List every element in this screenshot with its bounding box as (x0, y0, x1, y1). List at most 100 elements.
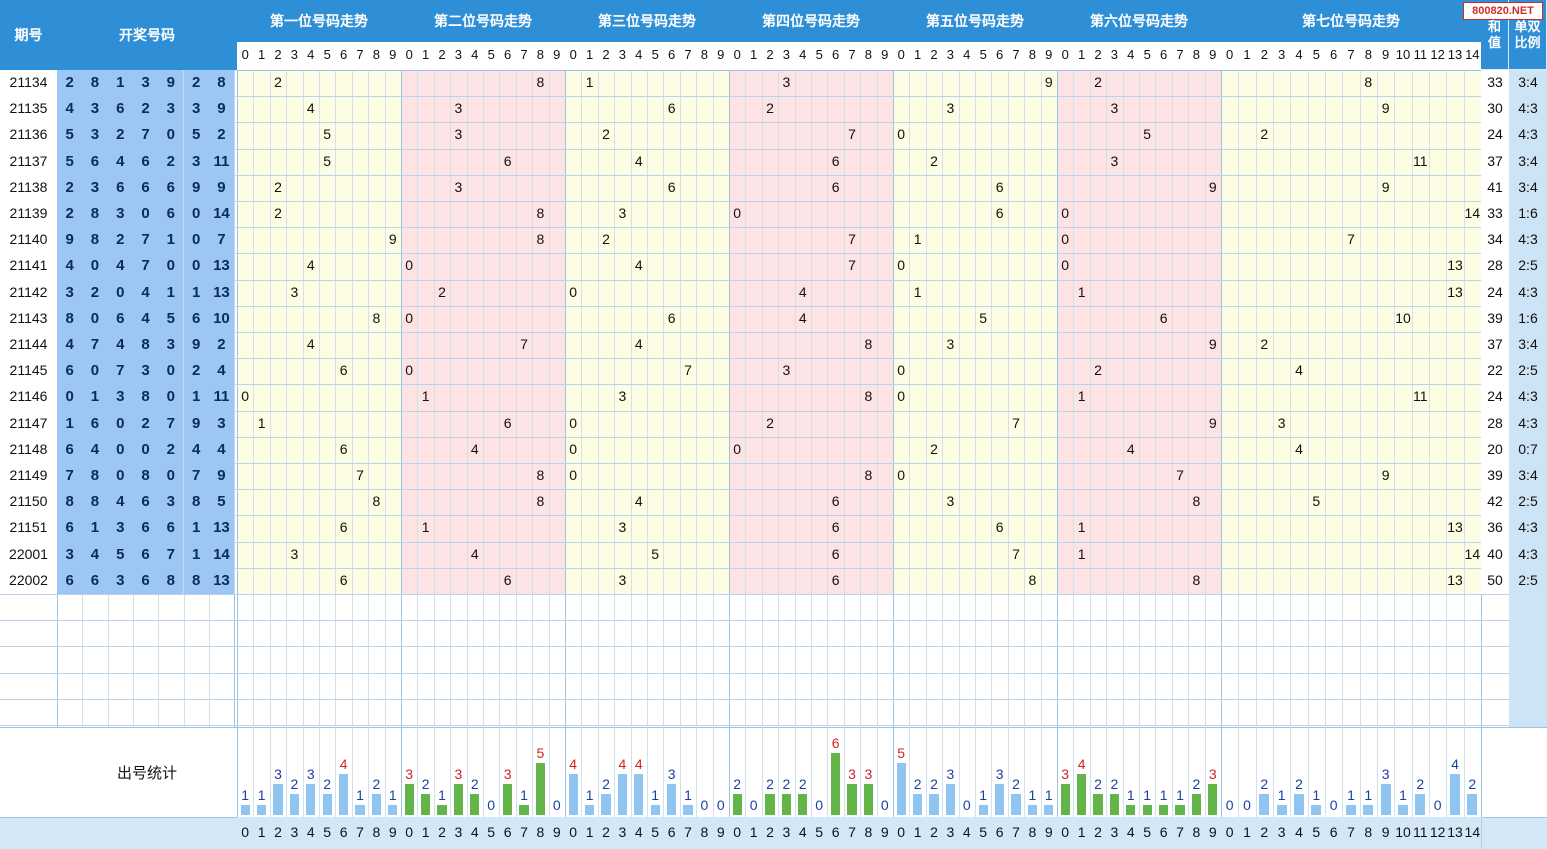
stat-bar (535, 763, 545, 815)
digit-col-header: 1 (745, 42, 763, 71)
grid-line (958, 70, 960, 727)
sum-cell: 39 (1481, 305, 1509, 332)
stat-count: 2 (1468, 776, 1477, 793)
grid-line (319, 727, 320, 817)
footer-digit: 7 (351, 817, 370, 849)
footer-digit: 2 (925, 817, 944, 849)
draw-number: 11 (208, 148, 236, 175)
draw-number: 3 (208, 410, 236, 437)
draw-number: 6 (82, 410, 109, 437)
ratio-cell: 2:5 (1509, 253, 1547, 280)
footer-digit: 4 (302, 817, 320, 849)
trend-hit: 6 (831, 519, 840, 536)
grid-line (893, 727, 894, 817)
trend-hit: 4 (1295, 362, 1303, 379)
grid-line (302, 70, 304, 727)
period-cell: 21141 (0, 253, 57, 280)
draw-number: 7 (132, 227, 160, 254)
draw-number: 3 (132, 70, 160, 97)
footer-digit: 3 (614, 817, 632, 849)
stat-count: 3 (405, 766, 414, 782)
stat-count: 1 (388, 786, 397, 803)
draw-number: 0 (82, 253, 109, 280)
stat-bar (1142, 804, 1152, 815)
trend-hit: 3 (618, 388, 627, 405)
draw-number: 4 (107, 148, 134, 175)
draw-number: 0 (107, 279, 134, 306)
period-cell: 21144 (0, 332, 57, 359)
footer-digit: 1 (417, 817, 435, 849)
footer-digit: 0 (565, 817, 583, 849)
stat-count: 3 (503, 766, 512, 782)
draw-number: 9 (183, 410, 210, 437)
footer-digit: 2 (269, 817, 288, 849)
grid-line (1204, 70, 1206, 727)
trend-hit: 3 (782, 362, 791, 379)
stat-count: 4 (618, 755, 627, 772)
digit-col-header: 6 (991, 42, 1009, 71)
grid-line (630, 70, 632, 727)
draw-number: 0 (132, 436, 160, 463)
digit-col-header: 0 (1221, 42, 1240, 71)
stat-count: 4 (339, 755, 348, 772)
grid-line (1273, 727, 1274, 817)
trend-hit: 0 (1061, 231, 1070, 248)
trend-hit: 5 (979, 309, 988, 326)
grid-line (0, 148, 1547, 150)
draw-number: 6 (57, 436, 84, 463)
stat-count: 1 (1143, 786, 1152, 803)
stat-count: 2 (930, 776, 938, 793)
grid-line (925, 70, 927, 727)
draw-number: 0 (132, 201, 160, 228)
digit-col-header: 2 (761, 42, 780, 71)
grid-line (384, 727, 386, 817)
grid-line (843, 727, 845, 817)
grid-line (1307, 727, 1309, 817)
position-7-header: 第七位号码走势 (1221, 0, 1482, 43)
grid-line (368, 727, 370, 817)
trend-hit: 0 (569, 283, 578, 300)
stat-count: 3 (995, 766, 1004, 782)
grid-line (647, 727, 648, 817)
digit-col-header: 9 (712, 42, 730, 71)
grid-line (794, 70, 796, 727)
trend-hit: 6 (831, 571, 840, 588)
draw-number: 4 (82, 541, 109, 568)
draw-number: 1 (183, 541, 210, 568)
grid-line (811, 727, 812, 817)
trend-hit: 3 (454, 178, 463, 195)
draw-number: 14 (208, 541, 236, 568)
trend-hit: 14 (1464, 205, 1481, 221)
stat-count: 2 (798, 776, 807, 793)
draw-number: 8 (82, 489, 109, 516)
footer-digit: 1 (909, 817, 927, 849)
stat-count: 2 (470, 776, 479, 793)
stat-count: 3 (1061, 766, 1070, 782)
draw-number: 5 (107, 541, 134, 568)
grid-line (1411, 70, 1413, 727)
trend-hit: 6 (339, 362, 348, 379)
grid-line (630, 727, 632, 817)
draw-number: 9 (57, 227, 84, 254)
grid-line (1040, 70, 1042, 727)
stat-count: 3 (667, 766, 676, 782)
draw-number: 8 (57, 489, 84, 516)
grid-line (466, 727, 468, 817)
stat-bar (1109, 794, 1119, 815)
digit-col-header: 0 (893, 42, 911, 71)
grid-line (433, 727, 435, 817)
trend-hit: 1 (257, 414, 266, 431)
ratio-cell: 3:4 (1509, 463, 1547, 490)
trend-hit: 14 (1464, 545, 1481, 562)
footer-digit: 3 (450, 817, 468, 849)
draw-number: 1 (82, 515, 109, 542)
trend-hit: 9 (1381, 100, 1390, 117)
trend-hit: 0 (733, 205, 742, 221)
trend-hit: 4 (1295, 440, 1303, 457)
trend-hit: 2 (1260, 336, 1269, 352)
grid-line (1255, 70, 1257, 727)
stat-bar (1346, 804, 1356, 815)
grid-line (532, 70, 534, 727)
stat-count: 0 (815, 797, 824, 813)
draw-number: 0 (183, 253, 210, 280)
